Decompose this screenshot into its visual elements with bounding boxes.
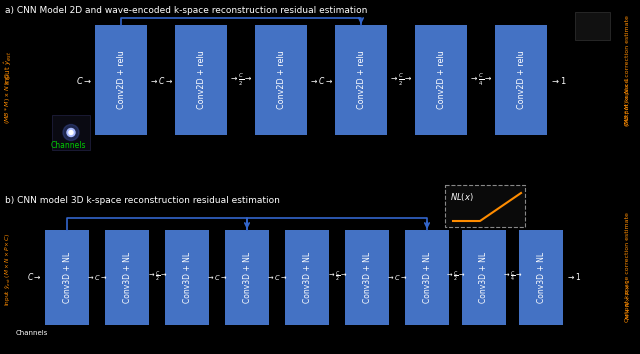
Text: $\rightarrow C \rightarrow$: $\rightarrow C \rightarrow$ (266, 273, 287, 281)
Text: Conv3D + NL: Conv3D + NL (243, 252, 252, 303)
Text: $(MB * M)$ x $N$ x $C$: $(MB * M)$ x $N$ x $C$ (3, 72, 13, 124)
Text: $C \rightarrow$: $C \rightarrow$ (27, 272, 42, 282)
Bar (445, 185, 525, 227)
Text: Conv3D + NL: Conv3D + NL (422, 252, 431, 303)
Text: $NL(x)$: $NL(x)$ (450, 191, 474, 203)
Bar (519, 230, 563, 325)
Bar (495, 25, 547, 135)
Bar (285, 230, 329, 325)
Bar (335, 25, 387, 135)
Text: Output kspace correction estimate: Output kspace correction estimate (625, 15, 630, 125)
Text: Conv3D + NL: Conv3D + NL (479, 252, 488, 303)
Text: Conv3D + NL: Conv3D + NL (536, 252, 545, 303)
Text: Conv3D + NL: Conv3D + NL (362, 252, 371, 303)
Text: Input $\hat{y}_{est}$ $(M \times N \times P \times C)$: Input $\hat{y}_{est}$ $(M \times N \time… (3, 232, 13, 306)
Text: a) CNN Model 2D and wave-encoded k-space reconstruction residual estimation: a) CNN Model 2D and wave-encoded k-space… (5, 6, 367, 15)
Circle shape (63, 125, 79, 141)
Bar (575, 12, 610, 40)
Text: Conv2D + relu: Conv2D + relu (356, 51, 365, 109)
Text: Conv3D + NL: Conv3D + NL (122, 252, 131, 303)
Bar (225, 230, 269, 325)
Text: $(MB * M)$ x $N$ x $1$: $(MB * M)$ x $N$ x $1$ (623, 76, 632, 127)
Bar (405, 230, 449, 325)
Text: $\rightarrow C \rightarrow$: $\rightarrow C \rightarrow$ (387, 273, 408, 281)
Bar (175, 25, 227, 135)
Text: $\rightarrow \frac{C}{2} \rightarrow$: $\rightarrow \frac{C}{2} \rightarrow$ (389, 72, 413, 88)
Text: $\rightarrow \frac{C}{4} \rightarrow$: $\rightarrow \frac{C}{4} \rightarrow$ (502, 270, 523, 284)
Text: Conv2D + relu: Conv2D + relu (196, 51, 205, 109)
Text: $\rightarrow 1$: $\rightarrow 1$ (550, 74, 567, 86)
Bar (95, 25, 147, 135)
Text: $\rightarrow C \rightarrow$: $\rightarrow C \rightarrow$ (309, 74, 333, 86)
Circle shape (67, 129, 75, 137)
Text: Conv2D + relu: Conv2D + relu (516, 51, 525, 109)
Bar (165, 230, 209, 325)
Text: Channels: Channels (51, 141, 86, 150)
Text: $\rightarrow \frac{C}{4} \rightarrow$: $\rightarrow \frac{C}{4} \rightarrow$ (469, 72, 493, 88)
Text: Conv3D + NL: Conv3D + NL (182, 252, 191, 303)
Text: Output kspace correction estimate: Output kspace correction estimate (625, 212, 630, 322)
Text: $\rightarrow C \rightarrow$: $\rightarrow C \rightarrow$ (86, 273, 108, 281)
Bar (255, 25, 307, 135)
Bar (52, 115, 90, 150)
Text: b) CNN model 3D k-space reconstruction residual estimation: b) CNN model 3D k-space reconstruction r… (5, 196, 280, 205)
Bar (462, 230, 506, 325)
Text: $\rightarrow \frac{C}{2} \rightarrow$: $\rightarrow \frac{C}{2} \rightarrow$ (326, 270, 348, 284)
Text: $\rightarrow \frac{C}{2} \rightarrow$: $\rightarrow \frac{C}{2} \rightarrow$ (229, 72, 253, 88)
Text: Conv2D + relu: Conv2D + relu (436, 51, 445, 109)
Text: $\rightarrow C \rightarrow$: $\rightarrow C \rightarrow$ (206, 273, 228, 281)
Text: $M \times N \times P \times 1$: $M \times N \times P \times 1$ (624, 278, 632, 320)
Circle shape (69, 131, 73, 135)
Text: $\rightarrow \frac{C}{2} \rightarrow$: $\rightarrow \frac{C}{2} \rightarrow$ (445, 270, 466, 284)
Bar (105, 230, 149, 325)
Text: Conv2D + relu: Conv2D + relu (276, 51, 285, 109)
Text: Channels: Channels (16, 330, 48, 336)
Bar (45, 230, 89, 325)
Text: Input $\hat{y}_{est}$: Input $\hat{y}_{est}$ (2, 51, 14, 85)
Text: $C \rightarrow$: $C \rightarrow$ (76, 74, 92, 86)
Text: Conv3D + NL: Conv3D + NL (303, 252, 312, 303)
Text: $\rightarrow 1$: $\rightarrow 1$ (566, 272, 581, 282)
Text: Conv2D + relu: Conv2D + relu (116, 51, 125, 109)
Text: $\rightarrow C \rightarrow$: $\rightarrow C \rightarrow$ (149, 74, 173, 86)
Bar (345, 230, 389, 325)
Text: Conv3D + NL: Conv3D + NL (63, 252, 72, 303)
Bar (415, 25, 467, 135)
Text: $\rightarrow \frac{C}{2} \rightarrow$: $\rightarrow \frac{C}{2} \rightarrow$ (147, 270, 167, 284)
